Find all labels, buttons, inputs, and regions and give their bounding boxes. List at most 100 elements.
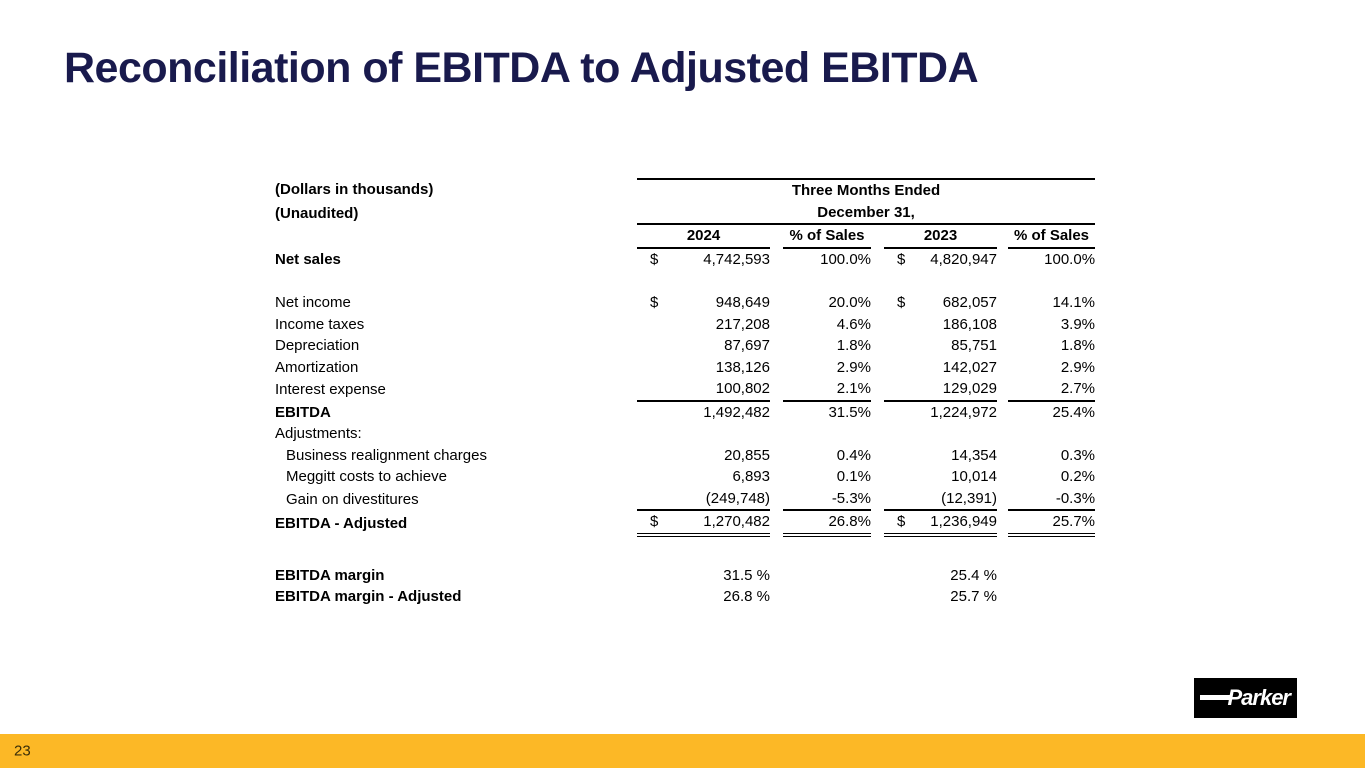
value-2023: 25.7 %	[950, 588, 997, 606]
value-2024: 6,893	[732, 468, 770, 486]
pct-2024: -5.3%	[783, 488, 871, 511]
col-header-2023: 2023	[884, 225, 997, 249]
value-2023: 25.4 %	[950, 566, 997, 584]
value-2024: 31.5 %	[723, 566, 770, 584]
value-2024: 217,208	[715, 315, 770, 333]
currency-symbol: $	[650, 513, 659, 531]
parker-logo: Parker	[1194, 678, 1297, 718]
footer-bar: 23	[0, 734, 1365, 768]
table-row-net-sales: Net sales $4,742,593 100.0% $4,820,947 1…	[275, 249, 1095, 271]
value-2023: $1,236,949	[884, 511, 997, 537]
currency-symbol: $	[897, 250, 906, 268]
column-header-row: 2024 % of Sales 2023 % of Sales	[275, 225, 1096, 249]
value-2023: (12,391)	[884, 488, 997, 511]
value-2023: $682,057	[884, 292, 997, 314]
pct-2023: 25.7%	[1008, 511, 1096, 537]
value-2023: 1,224,972	[930, 403, 997, 421]
value-2023: 10,014	[951, 468, 997, 486]
pct-2024: 2.1%	[783, 378, 871, 402]
pct-2023: 25.4%	[1052, 403, 1096, 421]
value-2024: 26.8 %	[723, 588, 770, 606]
value-2023: $4,820,947	[884, 249, 997, 271]
dollars-note: (Dollars in thousands)	[275, 181, 434, 199]
value-2024: 1,492,482	[703, 403, 770, 421]
row-label: Amortization	[275, 358, 359, 376]
col-header-2024: 2024	[637, 225, 770, 249]
row-label: Business realignment charges	[286, 446, 487, 464]
pct-2023: 2.9%	[1060, 358, 1096, 376]
value-2023: 85,751	[951, 337, 997, 355]
row-label: Net income	[275, 294, 351, 312]
unaudited-note: (Unaudited)	[275, 204, 359, 222]
table-row-ebitda-margin: EBITDA margin 31.5 % 25.4 %	[275, 565, 1095, 587]
pct-2024: 100.0%	[820, 250, 871, 268]
pct-2023: 100.0%	[1044, 250, 1096, 268]
value-2023: 129,029	[884, 378, 997, 402]
blank-row	[275, 537, 1095, 565]
row-label: Depreciation	[275, 337, 360, 355]
currency-symbol: $	[897, 294, 906, 312]
ebitda-reconciliation-table: (Dollars in thousands) Three Months Ende…	[275, 178, 1096, 608]
row-label: Income taxes	[275, 315, 365, 333]
row-label: Adjustments:	[275, 425, 362, 443]
pct-2024: 0.4%	[836, 446, 871, 464]
pct-2023: 1.8%	[1060, 337, 1096, 355]
pct-2024: 0.1%	[836, 468, 871, 486]
row-label: EBITDA margin	[275, 566, 385, 584]
table-header-row-2: (Unaudited) December 31,	[275, 202, 1096, 225]
table-row-interest-expense: Interest expense 100,802 2.1% 129,029 2.…	[275, 378, 1096, 402]
value-2024: (249,748)	[637, 488, 770, 511]
pct-2023: 0.3%	[1060, 446, 1096, 464]
table-row-net-income: Net income $948,649 20.0% $682,057 14.1%	[275, 292, 1095, 314]
value-2023: 186,108	[942, 315, 997, 333]
value-2024: $948,649	[637, 292, 770, 314]
pct-2023: 2.7%	[1008, 378, 1096, 402]
row-label: EBITDA margin - Adjusted	[275, 588, 462, 606]
value-2024: 138,126	[715, 358, 770, 376]
table-row-business-realignment: Business realignment charges 20,855 0.4%…	[275, 445, 1095, 467]
table-row-amortization: Amortization 138,126 2.9% 142,027 2.9%	[275, 357, 1095, 379]
currency-symbol: $	[897, 513, 906, 531]
currency-symbol: $	[650, 294, 659, 312]
table-row-ebitda: EBITDA 1,492,482 31.5% 1,224,972 25.4%	[275, 402, 1095, 424]
slide-title: Reconciliation of EBITDA to Adjusted EBI…	[64, 44, 979, 92]
col-header-pct-2024: % of Sales	[783, 225, 871, 249]
pct-2023: 0.2%	[1060, 468, 1096, 486]
table-row-meggitt-costs: Meggitt costs to achieve 6,893 0.1% 10,0…	[275, 466, 1095, 488]
value-2024: $4,742,593	[637, 249, 770, 271]
pct-2024: 26.8%	[783, 511, 871, 537]
pct-2023: 3.9%	[1060, 315, 1096, 333]
col-header-pct-2023: % of Sales	[1008, 225, 1096, 249]
logo-wordmark: Parker	[1227, 685, 1291, 710]
table-row-ebitda-adjusted: EBITDA - Adjusted $1,270,482 26.8% $1,23…	[275, 511, 1096, 537]
table-row-depreciation: Depreciation 87,697 1.8% 85,751 1.8%	[275, 335, 1095, 357]
table-header-row-1: (Dollars in thousands) Three Months Ende…	[275, 178, 1096, 202]
table-row-gain-on-divestitures: Gain on divestitures (249,748) -5.3% (12…	[275, 488, 1096, 511]
pct-2023: 14.1%	[1052, 294, 1096, 312]
value-2024: 100,802	[637, 378, 770, 402]
value-2023: 142,027	[942, 358, 997, 376]
row-label: Interest expense	[275, 381, 386, 399]
value-2023: 14,354	[951, 446, 997, 464]
currency-symbol: $	[650, 250, 659, 268]
row-label: Meggitt costs to achieve	[286, 468, 447, 486]
pct-2024: 1.8%	[836, 337, 871, 355]
table-row-ebitda-margin-adjusted: EBITDA margin - Adjusted 26.8 % 25.7 %	[275, 586, 1095, 608]
pct-2024: 2.9%	[836, 358, 871, 376]
pct-2024: 20.0%	[828, 294, 871, 312]
row-label: EBITDA	[275, 403, 331, 421]
period-header-line1: Three Months Ended	[637, 178, 1096, 202]
value-2024: $1,270,482	[637, 511, 770, 537]
page-number: 23	[14, 742, 31, 760]
pct-2023: -0.3%	[1008, 488, 1096, 511]
period-header-line2: December 31,	[637, 202, 1096, 225]
row-label: Gain on divestitures	[286, 490, 419, 508]
row-label: EBITDA - Adjusted	[275, 515, 408, 533]
pct-2024: 4.6%	[836, 315, 871, 333]
table-row-income-taxes: Income taxes 217,208 4.6% 186,108 3.9%	[275, 314, 1095, 336]
blank-row	[275, 270, 1095, 292]
value-2024: 20,855	[724, 446, 770, 464]
table-row-adjustments-header: Adjustments:	[275, 423, 1095, 445]
row-label: Net sales	[275, 250, 341, 268]
